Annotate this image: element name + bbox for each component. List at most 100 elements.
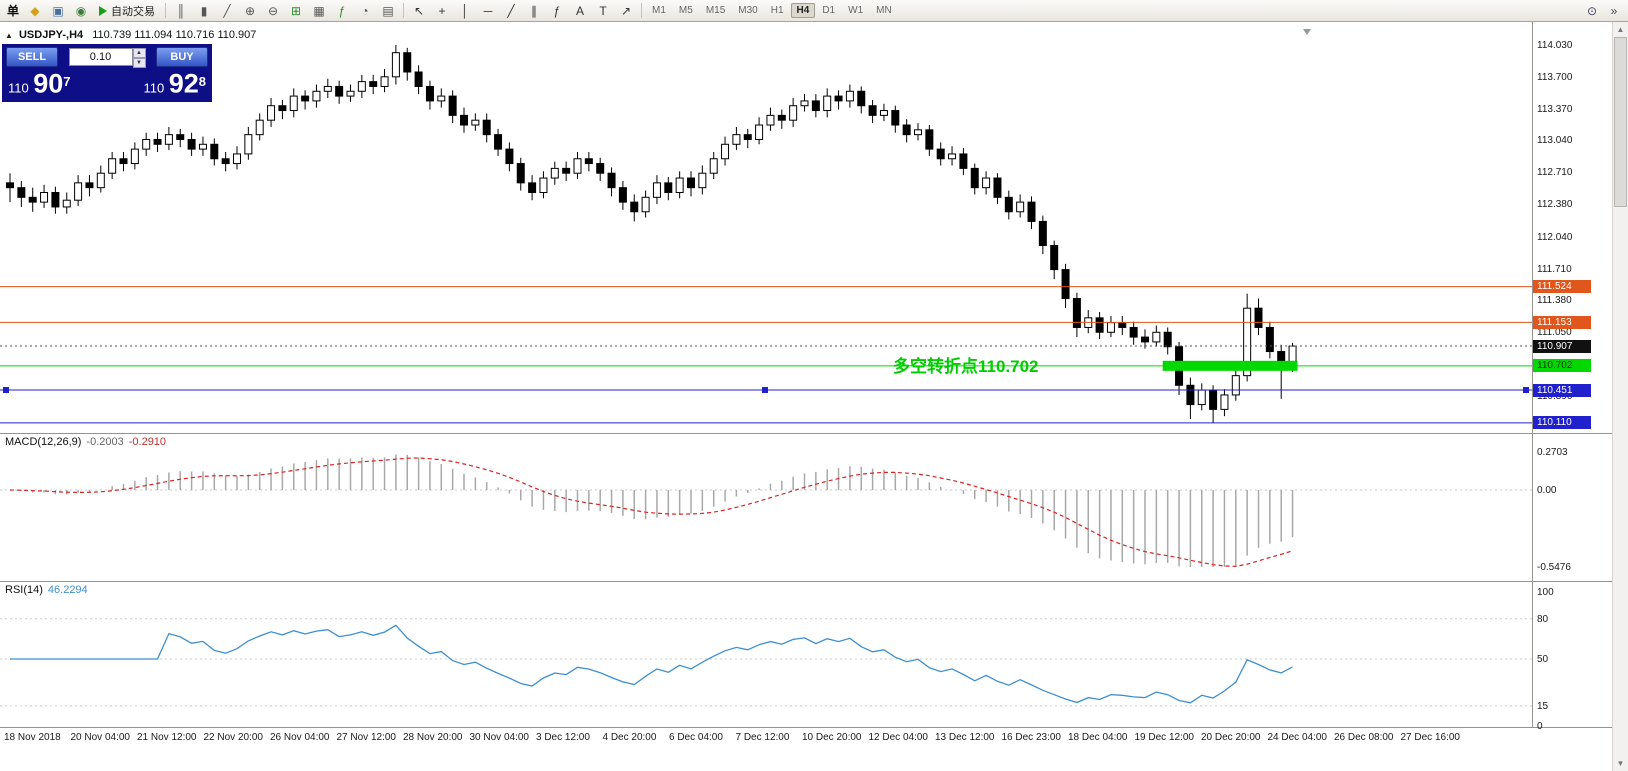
charts-icon[interactable]: ▣ bbox=[52, 3, 64, 18]
timeframe-d1-button[interactable]: D1 bbox=[822, 5, 836, 16]
templates-icon[interactable]: ▤ bbox=[382, 3, 394, 18]
chart-annotation: 多空转折点110.702 bbox=[893, 357, 1039, 376]
candlestick-chart-icon[interactable]: ▮ bbox=[200, 3, 208, 18]
macd-axis-label: -0.5476 bbox=[1537, 561, 1571, 573]
indicators-icon[interactable]: ƒ bbox=[338, 3, 346, 18]
price-tag-110.907: 110.907 bbox=[1533, 339, 1591, 353]
timeframe-m1-button[interactable]: M1 bbox=[652, 5, 666, 16]
price-axis-label: 111.710 bbox=[1537, 263, 1572, 275]
time-axis-label: 19 Dec 12:00 bbox=[1134, 732, 1195, 743]
market-watch-icon[interactable]: ◉ bbox=[75, 3, 87, 18]
toolbar-separator bbox=[641, 3, 643, 18]
price-axis-label: 113.370 bbox=[1537, 103, 1573, 115]
label-icon[interactable]: T bbox=[599, 3, 607, 18]
trendline-icon[interactable]: ╱ bbox=[507, 3, 515, 18]
periods-icon[interactable]: ◔ bbox=[361, 3, 369, 18]
grid-icon[interactable]: ⊞ bbox=[290, 3, 302, 18]
timeframe-mn-button[interactable]: MN bbox=[876, 5, 892, 16]
channel-icon[interactable]: ∥ bbox=[531, 3, 538, 18]
search-icon[interactable]: ⊙ bbox=[1586, 3, 1598, 18]
price-axis-label: 111.380 bbox=[1537, 295, 1572, 307]
arrows-icon[interactable]: ↗ bbox=[620, 3, 632, 18]
price-tag-110.702: 110.702 bbox=[1533, 359, 1591, 373]
price-tag-111.153: 111.153 bbox=[1533, 315, 1591, 329]
price-tag-110.110: 110.110 bbox=[1533, 416, 1591, 430]
rsi-axis-label: 0 bbox=[1537, 721, 1543, 732]
time-axis-label: 10 Dec 20:00 bbox=[802, 732, 862, 743]
time-axis-label: 12 Dec 04:00 bbox=[868, 732, 929, 743]
hline-110.702[interactable] bbox=[0, 360, 1532, 371]
time-axis-separator bbox=[0, 727, 1612, 728]
lot-spinner: ▲ ▼ bbox=[132, 47, 146, 68]
price-axis-label: 112.710 bbox=[1537, 167, 1573, 179]
more-tools-chevron-icon[interactable]: » bbox=[1610, 3, 1618, 18]
play-icon bbox=[99, 5, 108, 16]
time-axis-label: 20 Nov 04:00 bbox=[70, 732, 131, 743]
time-axis-label: 27 Nov 12:00 bbox=[336, 732, 397, 743]
sell-button[interactable]: SELL bbox=[6, 46, 58, 67]
scrollbar-thumb[interactable] bbox=[1614, 37, 1627, 207]
rsi-axis-label: 100 bbox=[1537, 587, 1554, 598]
price-axis-label: 114.030 bbox=[1537, 40, 1573, 51]
scroll-down-icon[interactable]: ▼ bbox=[1616, 759, 1625, 768]
symbol-timeframe-label: USDJPY-,H4 bbox=[18, 29, 84, 41]
time-axis-label: 13 Dec 12:00 bbox=[935, 732, 995, 743]
timeframe-m30-button[interactable]: M30 bbox=[738, 5, 758, 16]
price-axis-separator bbox=[1532, 22, 1533, 728]
fibonacci-icon[interactable]: ƒ bbox=[553, 3, 561, 18]
toolbar: 单 ◆ ▣ ◉ 自动交易 ║ ▮ ╱ ⊕ ⊖ ⊞ ▦ ƒ ◔ ▤ ↖ + │ ─ ╱ ∥ ƒ A T ↗ M1 M5 M15 M30 H1… bbox=[0, 0, 1628, 22]
autotrading-button[interactable]: 自动交易 bbox=[93, 2, 161, 20]
zoom-in-icon[interactable]: ⊕ bbox=[244, 3, 256, 18]
buy-price-display: 110 928 bbox=[143, 68, 206, 99]
zoom-out-icon[interactable]: ⊖ bbox=[267, 3, 279, 18]
time-axis-label: 27 Dec 16:00 bbox=[1400, 732, 1461, 743]
time-axis-label: 18 Dec 04:00 bbox=[1068, 732, 1128, 743]
line-chart-icon[interactable]: ╱ bbox=[223, 3, 231, 18]
timeframe-m5-button[interactable]: M5 bbox=[678, 5, 693, 16]
lot-size-input[interactable]: 0.10 bbox=[68, 47, 133, 66]
price-tag-111.524: 111.524 bbox=[1533, 280, 1591, 294]
time-axis-label: 18 Nov 2018 bbox=[4, 732, 61, 743]
vertical-scrollbar[interactable]: ▲ ▼ bbox=[1612, 22, 1628, 771]
crosshair-icon[interactable]: + bbox=[438, 3, 446, 18]
time-axis-label: 30 Nov 04:00 bbox=[469, 732, 530, 743]
price-tag-110.451: 110.451 bbox=[1533, 383, 1591, 397]
timeframe-w1-button[interactable]: W1 bbox=[848, 5, 864, 16]
menu-char[interactable]: 单 bbox=[7, 4, 20, 18]
time-axis-label: 26 Dec 08:00 bbox=[1334, 732, 1394, 743]
rsi-axis-label: 80 bbox=[1537, 613, 1549, 625]
time-axis-label: 16 Dec 23:00 bbox=[1001, 732, 1062, 743]
hline-110.451[interactable] bbox=[0, 387, 1532, 394]
macd-panel-separator[interactable] bbox=[0, 433, 1612, 434]
time-axis-label: 6 Dec 04:00 bbox=[669, 732, 723, 743]
chart-title: ▲ USDJPY-,H4 110.739 111.094 110.716 110… bbox=[5, 29, 256, 41]
text-icon[interactable]: A bbox=[576, 3, 585, 18]
rsi-axis-label: 50 bbox=[1537, 654, 1549, 665]
buy-button[interactable]: BUY bbox=[156, 46, 208, 67]
lot-decrement-button[interactable]: ▼ bbox=[132, 57, 146, 68]
scroll-up-icon[interactable]: ▲ bbox=[1616, 25, 1625, 34]
one-click-trading-panel: SELL 0.10 ▲ ▼ BUY 110 907 110 928 bbox=[2, 44, 212, 102]
chart-shift-marker-icon[interactable] bbox=[1303, 29, 1311, 35]
new-order-icon[interactable]: ◆ bbox=[30, 3, 40, 18]
time-axis-label: 3 Dec 12:00 bbox=[536, 732, 590, 743]
vertical-line-icon[interactable]: │ bbox=[461, 3, 469, 18]
macd-indicator-label: MACD(12,26,9) -0.2003 -0.2910 bbox=[5, 436, 167, 448]
lot-increment-button[interactable]: ▲ bbox=[132, 47, 146, 58]
bar-chart-icon[interactable]: ║ bbox=[176, 3, 186, 18]
panel-collapse-icon[interactable]: ▲ bbox=[5, 31, 13, 40]
horizontal-line-icon[interactable]: ─ bbox=[483, 3, 493, 18]
tile-windows-icon[interactable]: ▦ bbox=[313, 3, 325, 18]
timeframe-h4-button[interactable]: H4 bbox=[790, 3, 816, 18]
lot-size-control: 0.10 ▲ ▼ bbox=[68, 47, 146, 68]
timeframe-h1-button[interactable]: H1 bbox=[770, 5, 784, 16]
timeframe-m15-button[interactable]: M15 bbox=[705, 5, 726, 16]
rsi-panel-separator[interactable] bbox=[0, 581, 1612, 582]
time-axis-label: 4 Dec 20:00 bbox=[602, 732, 657, 743]
price-axis-label: 111.050 bbox=[1537, 327, 1572, 339]
time-axis-label: 21 Nov 12:00 bbox=[137, 732, 197, 743]
macd-axis-label: 0.2703 bbox=[1537, 447, 1568, 459]
macd-axis-label: 0.00 bbox=[1537, 485, 1557, 496]
ohlc-readout: 110.739 111.094 110.716 110.907 bbox=[92, 29, 257, 41]
cursor-icon[interactable]: ↖ bbox=[413, 3, 425, 18]
